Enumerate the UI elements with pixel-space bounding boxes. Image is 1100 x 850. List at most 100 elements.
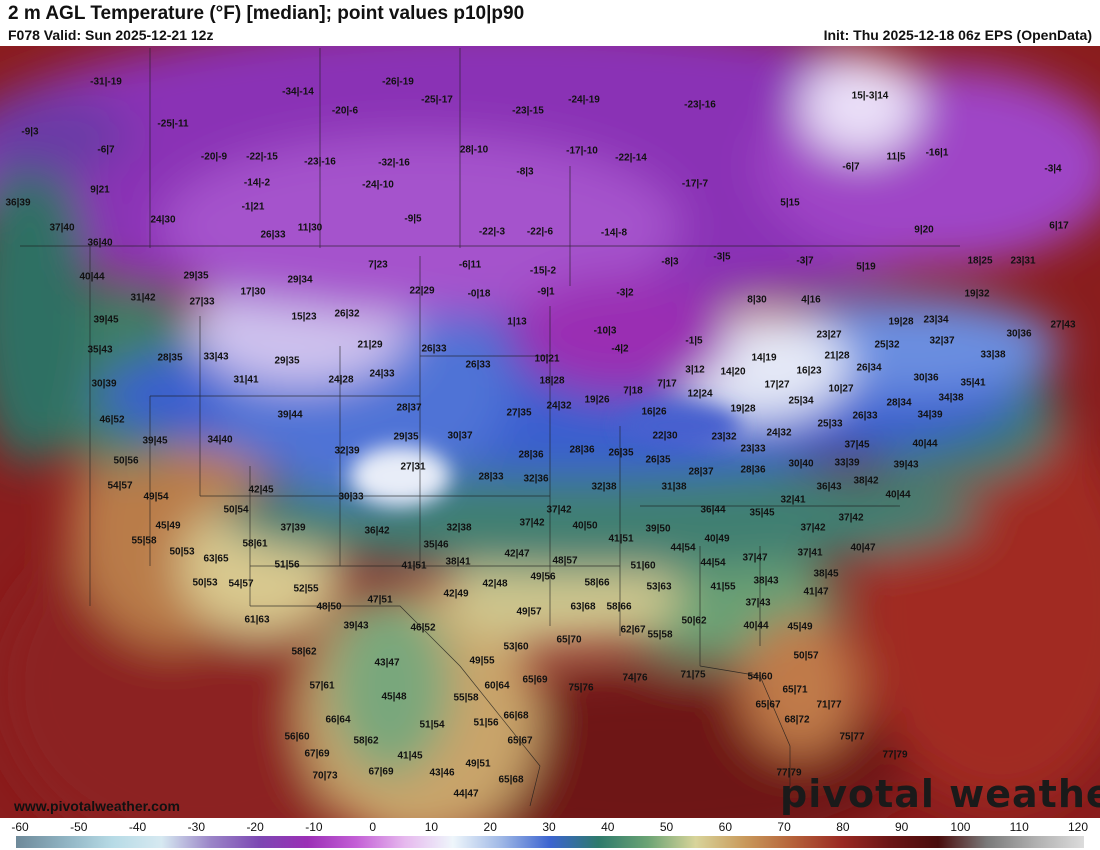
point-value-label: -3|2 (616, 287, 634, 299)
point-value-label: 42|49 (443, 588, 469, 600)
point-value-label: 6|17 (1049, 220, 1069, 232)
point-value-label: 32|38 (591, 481, 617, 493)
legend-tick-label: 110 (1009, 820, 1029, 834)
point-value-label: 29|35 (274, 355, 300, 367)
point-value-label: 17|30 (240, 286, 266, 298)
point-value-label: 23|34 (923, 314, 949, 326)
point-value-label: 39|43 (893, 459, 919, 471)
point-value-label: 34|39 (917, 409, 943, 421)
point-value-label: 49|55 (469, 655, 495, 667)
point-value-label: -24|-10 (362, 179, 394, 191)
point-value-label: 31|38 (661, 481, 687, 493)
point-value-label: 41|55 (710, 581, 736, 593)
point-value-label: 32|41 (780, 494, 806, 506)
point-value-label: 19|26 (584, 394, 610, 406)
point-value-label: 50|57 (793, 650, 819, 662)
point-value-label: -9|5 (404, 213, 422, 225)
point-value-label: 41|51 (608, 533, 634, 545)
point-value-label: 21|29 (357, 339, 383, 351)
point-value-label: -8|3 (661, 256, 679, 268)
point-value-label: 41|47 (803, 586, 829, 598)
point-value-label: -26|-19 (382, 76, 414, 88)
point-value-label: -22|-14 (615, 152, 647, 164)
point-value-label: 31|41 (233, 374, 259, 386)
point-value-label: 28|37 (688, 466, 714, 478)
point-value-label: 33|38 (980, 349, 1006, 361)
legend-tick-label: -60 (11, 820, 29, 834)
point-value-label: 46|52 (410, 622, 436, 634)
point-value-label: 43|46 (429, 767, 455, 779)
legend-tick-label: 0 (369, 820, 376, 834)
point-value-label: 49|57 (516, 606, 542, 618)
point-value-label: 32|39 (334, 445, 360, 457)
point-value-label: -4|2 (611, 343, 629, 355)
point-value-label: 26|33 (465, 359, 491, 371)
point-value-label: 42|47 (504, 548, 530, 560)
point-value-label: 27|35 (506, 407, 532, 419)
point-value-label: -0|18 (467, 288, 491, 300)
point-value-label: 51|54 (419, 719, 445, 731)
point-value-label: -15|-2 (529, 265, 557, 277)
point-value-label: 24|33 (369, 368, 395, 380)
point-value-label: -1|5 (685, 335, 703, 347)
point-value-label: 24|28 (328, 374, 354, 386)
legend-tick-label: 20 (483, 820, 497, 834)
point-value-label: 11|30 (297, 222, 323, 234)
point-value-label: -9|1 (537, 286, 555, 298)
legend-tick-label: 50 (659, 820, 674, 834)
legend-tick-label: 70 (777, 820, 791, 834)
point-value-label: 36|39 (5, 197, 31, 209)
point-value-label: 34|40 (207, 434, 233, 446)
point-value-label: 77|79 (776, 767, 802, 779)
temperature-field (0, 46, 1100, 818)
point-value-label: 19|28 (888, 316, 914, 328)
point-value-label: 38|41 (445, 556, 471, 568)
point-value-label: 41|45 (397, 750, 423, 762)
point-value-label: 28|35 (157, 352, 183, 364)
legend-tick-label: -10 (305, 820, 323, 834)
point-value-label: 41|51 (401, 560, 427, 572)
point-value-label: 74|76 (622, 672, 648, 684)
point-value-label: 46|52 (99, 414, 125, 426)
point-value-label: 49|56 (530, 571, 556, 583)
point-value-label: 40|44 (743, 620, 769, 632)
point-value-label: 63|65 (203, 553, 229, 565)
point-value-label: 38|42 (853, 475, 879, 487)
point-value-label: 48|50 (316, 601, 342, 613)
temperature-map: -31|-19 -26|-19 -34|-14 -25|-17 -24|-19 -23|-… (0, 46, 1100, 818)
point-value-label: 35|46 (423, 539, 449, 551)
point-value-label: 65|70 (556, 634, 582, 646)
point-value-label: 56|60 (284, 731, 310, 743)
point-value-label: 40|44 (79, 271, 105, 283)
point-value-label: 28|36 (569, 444, 595, 456)
point-value-label: -34|-14 (282, 86, 314, 98)
point-value-label: 26|34 (856, 362, 882, 374)
point-value-label: 25|33 (817, 418, 843, 430)
point-value-label: 50|53 (192, 577, 218, 589)
point-value-label: 50|56 (113, 455, 139, 467)
map-title: 2 m AGL Temperature (°F) [median]; point… (8, 3, 525, 24)
point-value-label: 37|42 (838, 512, 864, 524)
point-value-label: 29|35 (183, 270, 209, 282)
point-value-label: 53|60 (503, 641, 529, 653)
point-value-label: 30|36 (913, 372, 939, 384)
point-value-label: 54|60 (747, 671, 773, 683)
point-value-label: 26|33 (421, 343, 447, 355)
point-value-label: 29|34 (287, 274, 313, 286)
point-value-label: -22|-3 (478, 226, 506, 238)
point-value-label: 49|51 (465, 758, 491, 770)
point-value-label: 37|40 (49, 222, 75, 234)
legend-tick-label: 100 (950, 820, 971, 834)
point-value-label: 11|5 (886, 151, 906, 163)
point-value-label: 24|32 (766, 427, 792, 439)
point-value-label: 25|32 (874, 339, 900, 351)
point-value-label: 51|60 (630, 560, 656, 572)
point-value-label: -8|3 (516, 166, 534, 178)
point-value-label: 26|35 (645, 454, 671, 466)
point-value-label: 54|57 (228, 578, 254, 590)
point-value-label: -10|3 (593, 325, 617, 337)
point-value-label: 35|45 (749, 507, 775, 519)
point-value-label: 71|77 (816, 699, 842, 711)
point-value-label: 23|33 (740, 443, 766, 455)
point-value-label: 30|37 (447, 430, 473, 442)
